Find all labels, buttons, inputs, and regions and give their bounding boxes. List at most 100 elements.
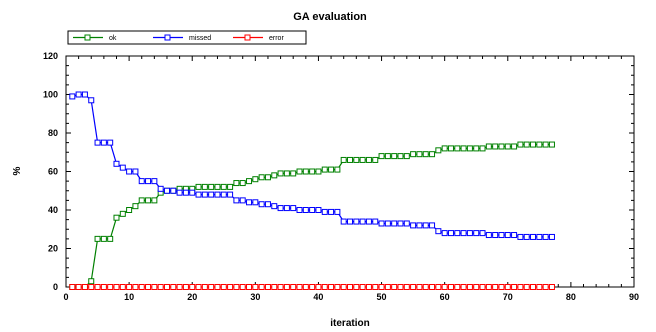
data-point-ok <box>132 203 139 210</box>
data-point-ok <box>347 156 353 163</box>
data-point-missed <box>208 191 215 198</box>
data-point-missed <box>113 160 120 167</box>
data-point-missed <box>107 139 114 146</box>
series-error <box>69 284 555 290</box>
data-point-missed <box>138 178 145 185</box>
data-point-ok <box>473 145 480 152</box>
data-point-missed <box>530 233 537 240</box>
data-point-missed <box>391 220 398 227</box>
data-point-error <box>271 284 278 290</box>
data-point-ok <box>498 143 505 150</box>
data-point-error <box>536 284 543 290</box>
data-point-error <box>214 284 221 290</box>
legend-swatch-marker <box>164 34 171 41</box>
data-point-missed <box>283 205 290 212</box>
legend-swatch-marker <box>244 34 251 41</box>
x-tick-label: 40 <box>313 292 323 302</box>
series-line-ok <box>72 143 552 288</box>
data-point-missed <box>252 199 259 206</box>
data-point-ok <box>378 153 385 160</box>
y-axis-label: % <box>12 166 23 175</box>
data-point-ok <box>530 141 537 148</box>
data-point-error <box>302 284 309 290</box>
data-point-missed <box>454 230 461 237</box>
data-point-missed <box>498 232 505 239</box>
data-point-error <box>208 284 215 290</box>
data-point-missed <box>100 139 107 146</box>
y-tick-label: 0 <box>53 282 58 292</box>
data-point-missed <box>309 207 316 213</box>
data-point-missed <box>88 97 95 104</box>
data-point-ok <box>201 183 208 190</box>
data-point-error <box>220 284 227 290</box>
x-tick-label: 10 <box>124 292 134 302</box>
data-point-missed <box>126 168 133 175</box>
data-point-missed <box>410 222 417 229</box>
data-point-missed <box>151 178 158 185</box>
legend-label: error <box>269 35 284 42</box>
data-point-error <box>315 284 322 290</box>
data-point-error <box>119 284 126 290</box>
data-point-error <box>441 284 448 290</box>
axis-ticks: 0 10 20 30 40 50 60 70 80 90 0 20 40 60 80 100 120 <box>43 51 639 302</box>
data-point-error <box>233 284 240 290</box>
data-point-ok <box>126 207 133 213</box>
data-point-missed <box>195 191 202 198</box>
data-point-missed <box>163 187 170 194</box>
data-point-ok <box>479 145 486 152</box>
data-point-missed <box>328 208 335 215</box>
data-point-error <box>132 284 139 290</box>
data-point-ok <box>239 180 246 187</box>
data-point-missed <box>403 220 410 227</box>
data-point-error <box>264 284 271 290</box>
data-point-missed <box>397 220 404 227</box>
data-point-error <box>384 284 391 290</box>
x-tick-label: 0 <box>63 292 68 302</box>
data-point-ok <box>113 214 120 221</box>
legend-item-error: error <box>233 34 284 42</box>
y-tick-label: 60 <box>48 167 58 177</box>
data-point-ok <box>334 166 341 173</box>
data-point-missed <box>227 191 234 198</box>
x-tick-label: 30 <box>250 292 260 302</box>
data-point-error <box>340 284 347 290</box>
data-point-missed <box>246 199 253 206</box>
y-tick-label: 120 <box>43 51 58 61</box>
data-point-missed <box>422 222 429 229</box>
data-point-ok <box>359 156 366 163</box>
data-point-ok <box>410 151 417 158</box>
x-tick-label: 70 <box>503 292 513 302</box>
data-point-error <box>391 284 398 290</box>
series-line-missed <box>72 93 552 238</box>
data-point-missed <box>511 232 518 239</box>
data-point-error <box>321 284 328 290</box>
data-point-error <box>542 284 549 290</box>
data-point-ok <box>485 143 492 150</box>
data-point-error <box>429 284 436 290</box>
data-point-missed <box>75 91 82 98</box>
data-point-missed <box>447 230 454 237</box>
data-point-missed <box>201 191 208 198</box>
data-point-ok <box>290 170 297 177</box>
data-point-error <box>239 284 246 290</box>
data-point-ok <box>264 174 271 181</box>
data-point-missed <box>441 230 448 237</box>
data-point-error <box>100 284 107 290</box>
data-point-error <box>189 284 196 290</box>
data-point-error <box>511 284 518 290</box>
data-point-missed <box>170 187 177 194</box>
x-tick-label: 80 <box>566 292 576 302</box>
data-point-error <box>113 284 120 290</box>
data-point-ok <box>119 210 126 217</box>
data-point-missed <box>485 232 492 239</box>
data-point-missed <box>536 233 543 240</box>
data-point-missed <box>429 222 436 229</box>
data-point-ok <box>536 141 543 148</box>
chart-title: GA evaluation <box>293 11 367 23</box>
data-point-ok <box>511 143 518 150</box>
data-point-error <box>517 284 524 290</box>
data-point-error <box>410 284 417 290</box>
x-axis-label: iteration <box>330 318 369 329</box>
data-point-missed <box>416 222 423 229</box>
